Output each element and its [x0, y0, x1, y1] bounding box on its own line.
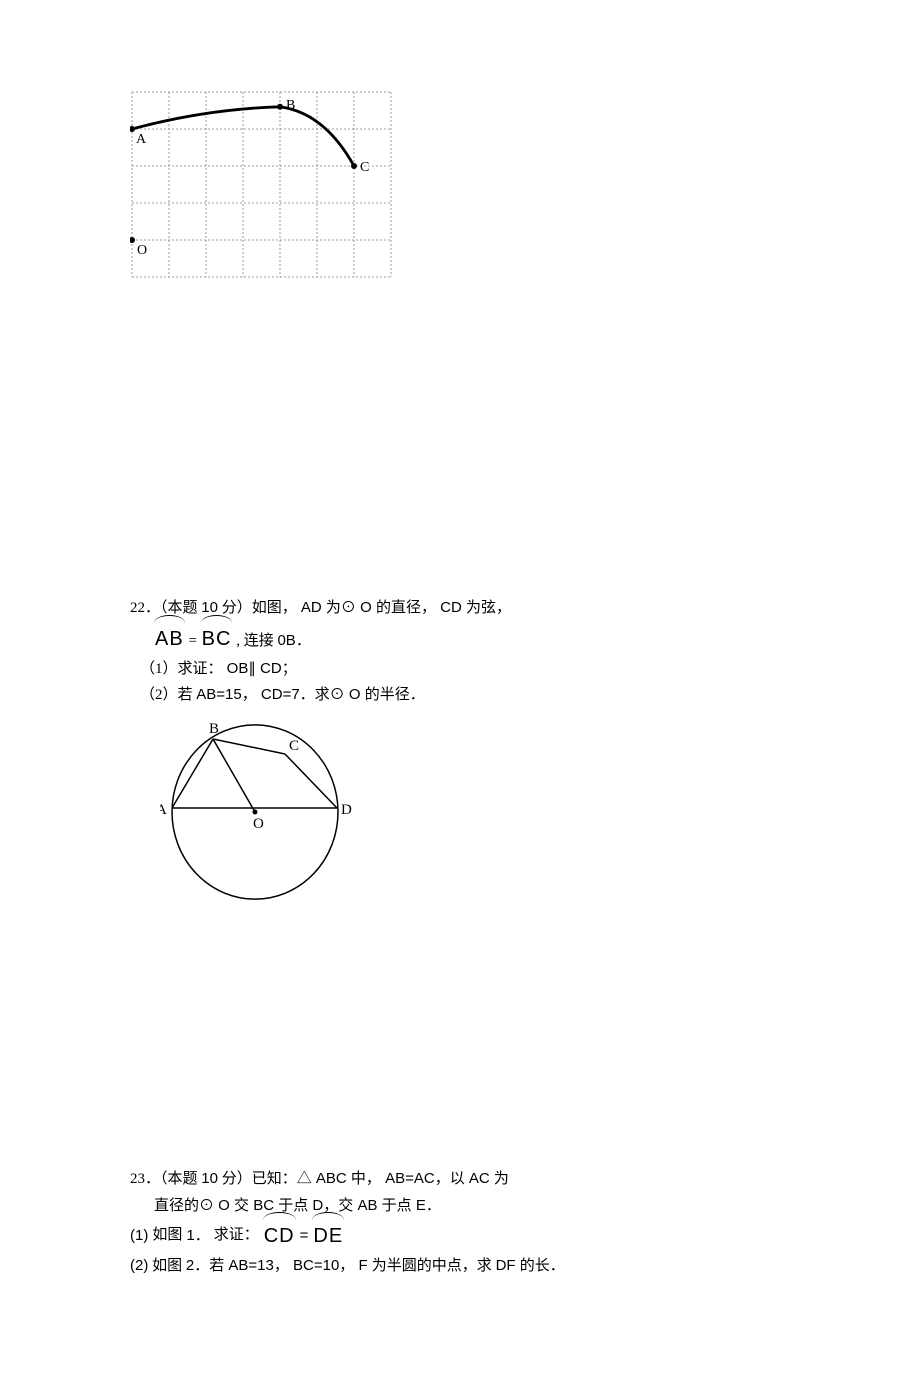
- page-content: ABCO 22．（本题 10 分）如图， AD 为⊙ O 的直径， CD 为弦，…: [0, 0, 920, 1380]
- t: BC=10，: [289, 1257, 354, 1274]
- t: OB∥ CD；: [223, 660, 297, 677]
- t: 1．: [186, 1223, 209, 1249]
- t: 的直径，: [376, 600, 436, 616]
- t: 于点: [382, 1198, 412, 1214]
- svg-text:D: D: [341, 802, 352, 818]
- t: 如图: [152, 1223, 182, 1249]
- t: BC: [249, 1197, 278, 1214]
- t: 如图: [148, 1258, 186, 1274]
- t: DE: [313, 1225, 343, 1247]
- t: 求⊙: [315, 687, 345, 703]
- t: 的长．: [520, 1258, 565, 1274]
- p23-q2: (2) 如图 2．若 AB=13， BC=10， F 为半圆的中点，求 DF 的…: [130, 1253, 790, 1280]
- arc-AB: AB: [154, 622, 185, 656]
- p23-points: 10: [201, 1170, 218, 1187]
- t: AB: [353, 1197, 381, 1214]
- t: AB=15，: [196, 686, 256, 703]
- p23-header: 23．（本题 10 分）已知：△ ABC 中， AB=AC，以 AC 为: [130, 1166, 790, 1193]
- spacer: [130, 1280, 790, 1320]
- arc-CD: CD: [263, 1219, 296, 1253]
- circle22-svg: A B C D O: [160, 717, 360, 917]
- problem-23: 23．（本题 10 分）已知：△ ABC 中， AB=AC，以 AC 为 直径的…: [130, 1166, 790, 1280]
- figure-grid-arc: A B C O: [130, 90, 790, 295]
- t: 2．: [186, 1257, 209, 1274]
- problem-22: 22．（本题 10 分）如图， AD 为⊙ O 的直径， CD 为弦， AB =…: [130, 595, 790, 926]
- p23-line2: 直径的⊙ O 交 BC 于点 D，交 AB 于点 E．: [130, 1193, 790, 1220]
- t: AD: [297, 599, 326, 616]
- svg-text:B: B: [286, 98, 295, 113]
- t: AB=13，: [224, 1257, 289, 1274]
- t: （2）若: [140, 687, 196, 703]
- svg-text:A: A: [136, 132, 147, 147]
- t: O: [356, 599, 376, 616]
- t: BC: [202, 628, 232, 650]
- p22-line2: AB = BC , 连接 0B．: [130, 622, 790, 656]
- svg-text:C: C: [360, 160, 369, 175]
- t: E．: [412, 1197, 441, 1214]
- p22-q2: （2）若 AB=15， CD=7．求⊙ O 的半径．: [130, 682, 790, 709]
- svg-text:B: B: [209, 721, 219, 737]
- t: 求证：: [214, 1223, 259, 1249]
- t: 分）如图，: [218, 600, 297, 616]
- t: 的半径．: [365, 687, 425, 703]
- t: O: [214, 1197, 234, 1214]
- p22-q1: （1）求证： OB∥ CD；: [130, 656, 790, 683]
- t: 0B．: [277, 632, 310, 649]
- arc-DE: DE: [312, 1219, 344, 1253]
- t: 交: [234, 1198, 249, 1214]
- t: ABC: [312, 1170, 351, 1187]
- arc-BC: BC: [201, 622, 233, 656]
- t: (1): [130, 1223, 148, 1249]
- t: AC: [465, 1170, 494, 1187]
- t: CD=7．: [257, 686, 315, 703]
- svg-text:O: O: [253, 816, 264, 832]
- t: 为弦，: [466, 600, 511, 616]
- t: 为⊙: [326, 600, 356, 616]
- svg-text:O: O: [137, 243, 147, 258]
- t: F: [354, 1257, 372, 1274]
- t: 于点: [278, 1198, 308, 1214]
- svg-text:A: A: [160, 802, 167, 818]
- t: D，: [308, 1197, 338, 1214]
- t: =: [300, 1223, 309, 1249]
- p23-num: 23．（本题: [130, 1171, 201, 1187]
- t: CD: [436, 599, 466, 616]
- t: 若: [209, 1258, 224, 1274]
- t: 交: [338, 1198, 353, 1214]
- grid-svg: A B C O: [130, 90, 410, 290]
- t: 为: [494, 1171, 509, 1187]
- t: , 连接: [232, 633, 277, 649]
- t: （1）求证：: [140, 661, 223, 677]
- t: (2): [130, 1257, 148, 1274]
- figure-circle-22: A B C D O: [160, 717, 790, 927]
- t: AB: [155, 628, 184, 650]
- t: 为半圆的中点，求: [372, 1258, 496, 1274]
- svg-text:C: C: [289, 738, 299, 754]
- t: 直径的⊙: [154, 1198, 214, 1214]
- p22-num: 22．（本题: [130, 600, 201, 616]
- t: 以: [450, 1171, 465, 1187]
- t: 中，: [351, 1171, 381, 1187]
- p23-q1: (1) 如图 1．求证： CD = DE: [130, 1219, 790, 1253]
- t: =: [185, 633, 201, 649]
- t: AB=AC，: [381, 1170, 450, 1187]
- t: O: [345, 686, 365, 703]
- t: DF: [496, 1257, 520, 1274]
- t: CD: [264, 1225, 295, 1247]
- p22-points: 10: [201, 599, 218, 616]
- t: 分）已知：△: [218, 1171, 312, 1187]
